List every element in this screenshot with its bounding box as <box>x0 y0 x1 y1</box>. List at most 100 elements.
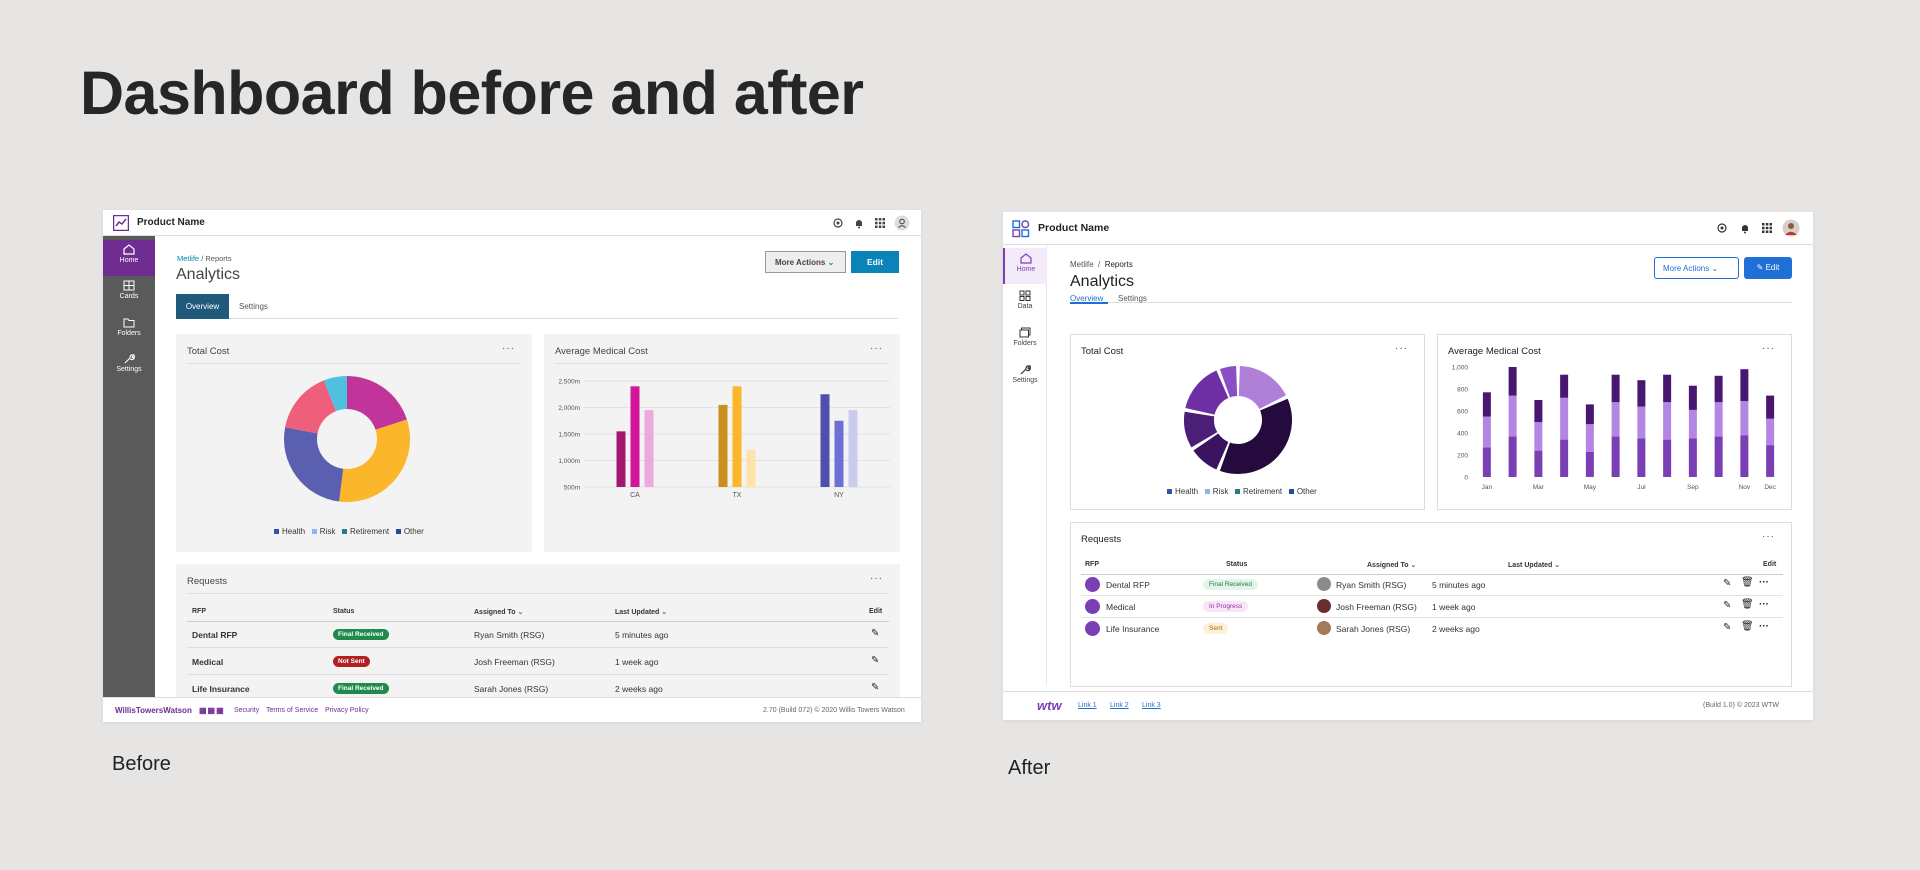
sidebar-item-settings[interactable]: Settings <box>1003 359 1047 395</box>
edit-button[interactable]: ✎ Edit <box>1744 257 1792 279</box>
bar <box>848 410 858 487</box>
footer-link-2[interactable]: Link 2 <box>1110 702 1129 709</box>
product-name: Product Name <box>1038 222 1110 234</box>
footer-link-3[interactable]: Link 3 <box>1142 702 1161 709</box>
bar-segment <box>1740 401 1749 436</box>
bar-segment <box>1637 406 1646 439</box>
page-title: Analytics <box>176 266 241 283</box>
card-menu-icon[interactable]: ··· <box>502 343 515 354</box>
pie-slice-0 <box>1238 366 1287 410</box>
folder-icon <box>1019 327 1031 338</box>
sidebar-item-folders[interactable]: Folders <box>103 313 155 349</box>
card-title: Total Cost <box>187 346 230 357</box>
tab-settings[interactable]: Settings <box>1118 294 1147 303</box>
bar-segment <box>1560 397 1569 440</box>
y-tick-label: 1,000 <box>1452 365 1469 372</box>
column-header-edit: Edit <box>869 608 883 615</box>
table-row[interactable]: Life Insurance Final Received Sarah Jone… <box>192 682 880 694</box>
pencil-icon[interactable]: ✎ <box>871 628 880 639</box>
more-icon[interactable]: ··· <box>1759 599 1769 610</box>
gear-icon[interactable] <box>1716 222 1728 234</box>
bell-icon[interactable] <box>853 217 865 229</box>
pencil-icon: ✎ <box>1756 263 1764 272</box>
sidebar-item-data[interactable]: Data <box>1003 285 1047 321</box>
status-badge: Sent <box>1203 623 1229 634</box>
bar-segment <box>1585 424 1594 452</box>
folder-icon <box>123 318 135 328</box>
y-tick-label: 2,500m <box>558 379 580 386</box>
legend-item: Risk <box>311 527 335 536</box>
sidebar-label: Home <box>1016 266 1036 273</box>
column-header-updated[interactable]: Last Updated ⌄ <box>615 609 668 616</box>
breadcrumb-link[interactable]: Metlife <box>1070 260 1094 269</box>
bar-segment <box>1534 450 1543 477</box>
sidebar-item-cards[interactable]: Cards <box>103 276 155 312</box>
apps-grid-icon[interactable] <box>874 217 886 229</box>
card-menu-icon[interactable]: ··· <box>1762 531 1775 542</box>
sidebar-item-folders[interactable]: Folders <box>1003 322 1047 358</box>
bar-segment <box>1714 402 1723 437</box>
bar-segment <box>1585 451 1594 477</box>
card-menu-icon[interactable]: ··· <box>870 343 883 354</box>
trash-icon[interactable]: 🗑 <box>1741 621 1754 632</box>
card-menu-icon[interactable]: ··· <box>1395 343 1408 354</box>
trash-icon[interactable]: 🗑 <box>1741 577 1754 588</box>
tab-overview[interactable]: Overview <box>1070 294 1108 304</box>
sort-chevron-icon: ⌄ <box>1410 562 1417 569</box>
x-tick-label: CA <box>630 492 640 499</box>
x-tick-label: Jul <box>1637 484 1646 491</box>
bar-segment <box>1688 385 1697 410</box>
sidebar-item-home[interactable]: Home <box>103 240 155 276</box>
table-row[interactable]: Medical Not Sent Josh Freeman (RSG) 1 we… <box>187 648 889 675</box>
table-row[interactable]: Dental RFP Final Received Ryan Smith (RS… <box>1081 574 1783 596</box>
table-row[interactable]: Medical In Progress Josh Freeman (RSG) 1… <box>1081 596 1783 618</box>
footer-link-privacy[interactable]: Privacy Policy <box>325 707 369 714</box>
tooth-icon <box>1085 577 1100 592</box>
x-tick-label: TX <box>733 492 742 499</box>
tab-settings[interactable]: Settings <box>239 302 268 311</box>
wrench-icon <box>1020 365 1031 375</box>
bar-segment <box>1688 438 1697 477</box>
bell-icon[interactable] <box>1739 222 1751 234</box>
more-actions-button[interactable]: More Actions ⌄ <box>1654 257 1739 279</box>
footer-link-terms[interactable]: Terms of Service <box>266 707 319 714</box>
tab-overview[interactable]: Overview <box>176 294 229 319</box>
table-row[interactable]: Life Insurance Sent Sarah Jones (RSG) 2 … <box>1081 618 1783 640</box>
x-tick-label: Jan <box>1482 484 1493 491</box>
footer-link-1[interactable]: Link 1 <box>1078 702 1097 709</box>
edit-button[interactable]: Edit <box>851 251 899 273</box>
sidebar-item-settings[interactable]: Settings <box>103 349 155 385</box>
more-actions-button[interactable]: More Actions ⌄ <box>765 251 846 273</box>
card-menu-icon[interactable]: ··· <box>870 573 883 584</box>
bar-segment <box>1663 402 1672 440</box>
pencil-icon[interactable]: ✎ <box>1723 600 1732 611</box>
column-header-rfp: RFP <box>1085 561 1099 568</box>
footer-link-security[interactable]: Security <box>234 707 260 714</box>
column-header-updated[interactable]: Last Updated ⌄ <box>1508 562 1561 569</box>
trash-icon[interactable]: 🗑 <box>1741 599 1754 610</box>
apps-grid-icon[interactable] <box>1761 222 1773 234</box>
column-header-assigned[interactable]: Assigned To ⌄ <box>474 609 524 616</box>
pencil-icon[interactable]: ✎ <box>1723 578 1732 589</box>
more-icon[interactable]: ··· <box>1759 621 1769 632</box>
gear-icon[interactable] <box>832 217 844 229</box>
bar-segment <box>1663 374 1672 403</box>
more-icon[interactable]: ··· <box>1759 577 1769 588</box>
card-menu-icon[interactable]: ··· <box>1762 343 1775 354</box>
home-icon <box>123 244 135 255</box>
column-header-assigned[interactable]: Assigned To ⌄ <box>1367 562 1417 569</box>
pencil-icon[interactable]: ✎ <box>1723 622 1732 633</box>
sidebar-item-home[interactable]: Home <box>1003 248 1047 284</box>
user-avatar-icon[interactable] <box>894 215 910 231</box>
breadcrumb-link[interactable]: Metlife <box>177 254 200 263</box>
x-tick-label: NY <box>834 492 844 499</box>
pencil-icon[interactable]: ✎ <box>871 682 880 693</box>
total-cost-card: Total Cost ··· Health Risk Retirement Ot… <box>176 334 532 552</box>
y-tick-label: 0 <box>1464 475 1468 482</box>
pencil-icon[interactable]: ✎ <box>871 655 880 666</box>
y-tick-label: 600 <box>1457 409 1468 416</box>
user-avatar-icon[interactable] <box>1782 219 1800 237</box>
pie-slice-3 <box>285 380 336 434</box>
table-row[interactable]: Dental RFP Final Received Ryan Smith (RS… <box>187 621 889 648</box>
bar-segment <box>1534 400 1543 422</box>
